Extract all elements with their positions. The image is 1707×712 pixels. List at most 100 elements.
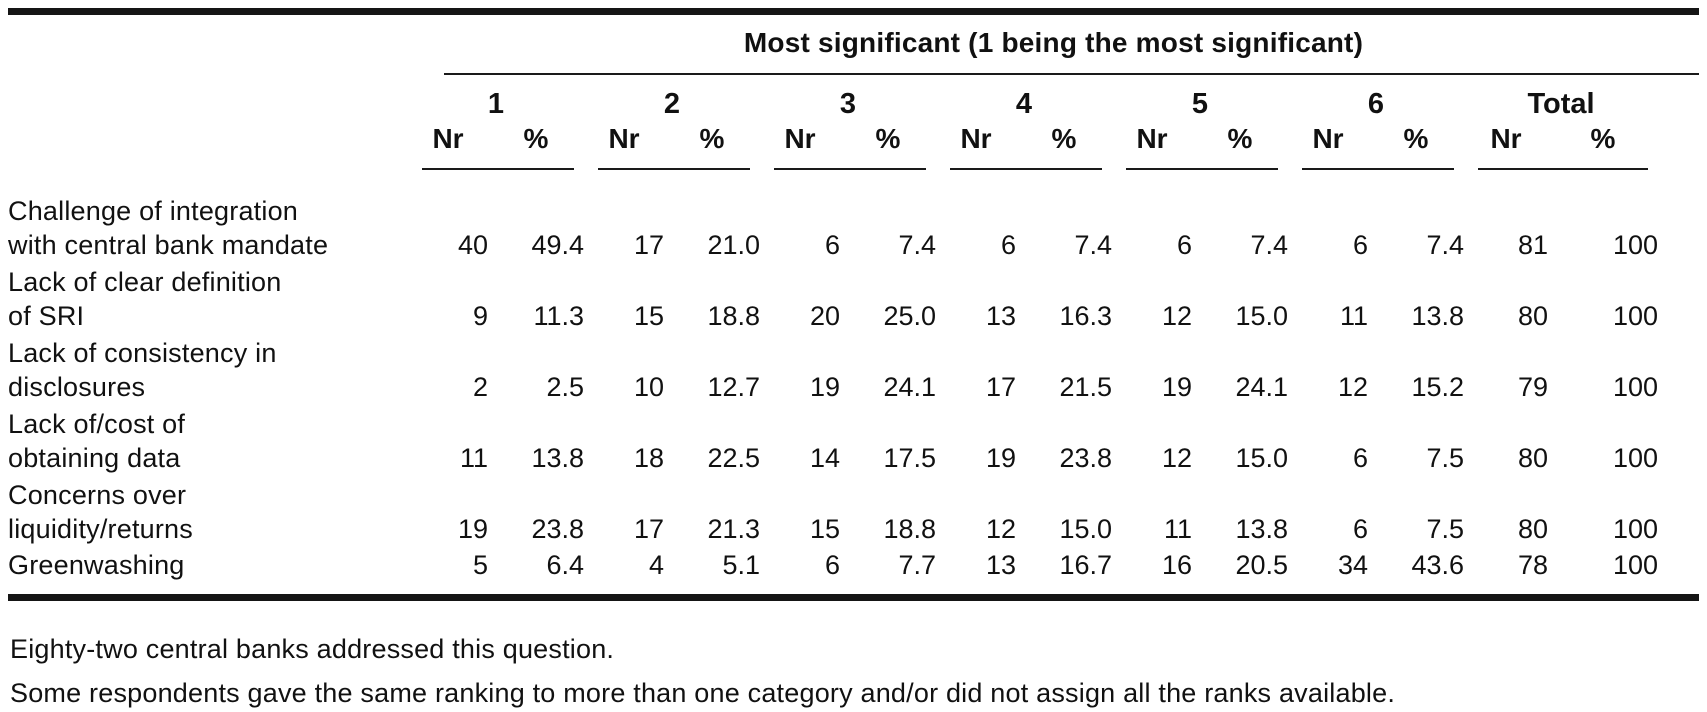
cell-pct: 15.0 [1235,301,1288,331]
filler-cell [1658,333,1699,404]
cell-pct: 13.8 [1235,514,1288,544]
cell-nr: 16 [1161,550,1192,580]
cell-pct: 25.0 [883,301,936,331]
ranking-table: Most significant (1 being the most signi… [8,15,1699,582]
cell-pct: 7.4 [1074,230,1112,260]
cell-nr: 80 [1517,443,1548,473]
cell-nr: 17 [633,514,664,544]
subheader-pct-1: % [523,123,549,154]
row-label: Lack of consistency in disclosures [8,338,277,402]
subheader-pct-7: % [1590,123,1616,154]
cell-pct: 15.2 [1411,372,1464,402]
row-label: Concerns over liquidity/returns [8,480,193,544]
cell-nr: 11 [1163,514,1192,544]
cell-nr: 34 [1337,550,1368,580]
subheader-nr-5: Nr [1136,123,1168,154]
cell-nr: 12 [1337,372,1368,402]
cell-pct: 100 [1612,514,1658,544]
cell-nr: 13 [985,301,1016,331]
cell-nr: 40 [457,230,488,260]
table-row: Concerns over liquidity/returns 19 23.8 17 21… [8,475,1699,546]
row-label: Challenge of integration with central ban… [8,196,329,260]
cell-pct: 100 [1612,550,1658,580]
cell-pct: 7.5 [1426,514,1464,544]
cell-pct: 100 [1612,372,1658,402]
cell-nr: 6 [824,230,840,260]
rank-header-1: 1 [487,88,505,120]
filler-cell [1658,77,1699,123]
cell-pct: 18.8 [707,301,760,331]
subheader-pct-2: % [699,123,725,154]
cell-nr: 15 [633,301,664,331]
filler-cell [1658,404,1699,475]
cell-nr: 9 [472,301,488,331]
span-line-cell [408,71,1699,77]
subheader-pct-5: % [1227,123,1253,154]
cell-nr: 14 [809,443,840,473]
cell-nr: 18 [633,443,664,473]
row-label: Greenwashing [8,550,185,580]
subheader-pct-3: % [875,123,901,154]
cell-pct: 7.5 [1426,443,1464,473]
cell-nr: 80 [1517,301,1548,331]
table-row: Lack of/cost of obtaining data 11 13.8 18 22.… [8,404,1699,475]
filler-cell [1658,475,1699,546]
cell-pct: 12.7 [707,372,760,402]
cell-pct: 18.8 [883,514,936,544]
table-row: Lack of clear definition of SRI 9 11.3 15 18.… [8,262,1699,333]
cell-pct: 22.5 [707,443,760,473]
cell-nr: 78 [1517,550,1548,580]
cell-pct: 13.8 [531,443,584,473]
group-underline-cell [584,159,760,173]
cell-pct: 7.4 [898,230,936,260]
cell-pct: 20.5 [1235,550,1288,580]
cell-pct: 100 [1612,301,1658,331]
subheader-nr-3: Nr [784,123,816,154]
stub-cell [8,77,408,123]
group-underline-cell [936,159,1112,173]
cell-pct: 13.8 [1411,301,1464,331]
subheader-nr-4: Nr [960,123,992,154]
filler-cell [1658,191,1699,262]
group-underline-row [8,159,1699,173]
cell-pct: 100 [1612,443,1658,473]
filler-cell [1658,262,1699,333]
group-underline [774,168,926,170]
group-underline [598,168,750,170]
cell-pct: 24.1 [883,372,936,402]
cell-nr: 12 [985,514,1016,544]
cell-pct: 2.5 [546,372,584,402]
cell-pct: 5.1 [722,550,760,580]
group-underline [422,168,574,170]
group-underline [950,168,1102,170]
cell-pct: 17.5 [883,443,936,473]
cell-nr: 79 [1517,372,1548,402]
subheader-row: Nr% Nr% Nr% Nr% Nr% Nr% Nr% [8,123,1699,159]
subheader-nr-7: Nr [1490,123,1522,154]
span-header-row: Most significant (1 being the most signi… [8,15,1699,71]
table-body: Challenge of integration with central ban… [8,191,1699,582]
header-spacer-row [8,173,1699,191]
cell-pct: 16.7 [1059,550,1112,580]
ranking-table-container: Most significant (1 being the most signi… [8,8,1699,601]
table-top-rule [8,8,1699,15]
cell-pct: 24.1 [1235,372,1288,402]
spacer-cell [8,173,1699,191]
subheader-pct-4: % [1051,123,1077,154]
cell-nr: 6 [1352,514,1368,544]
rank-header-6: 6 [1367,88,1385,120]
cell-nr: 6 [1176,230,1192,260]
group-underline-cell [760,159,936,173]
span-header: Most significant (1 being the most signi… [743,27,1364,58]
span-header-rule [444,73,1699,75]
cell-nr: 10 [633,372,664,402]
cell-pct: 15.0 [1059,514,1112,544]
cell-nr: 4 [648,550,664,580]
row-label: Lack of clear definition of SRI [8,267,282,331]
group-underline-cell [1464,159,1658,173]
cell-pct: 23.8 [1059,443,1112,473]
subheader-nr-2: Nr [608,123,640,154]
cell-pct: 49.4 [531,230,584,260]
footnotes: Eighty-two central banks addressed this … [10,627,1707,712]
